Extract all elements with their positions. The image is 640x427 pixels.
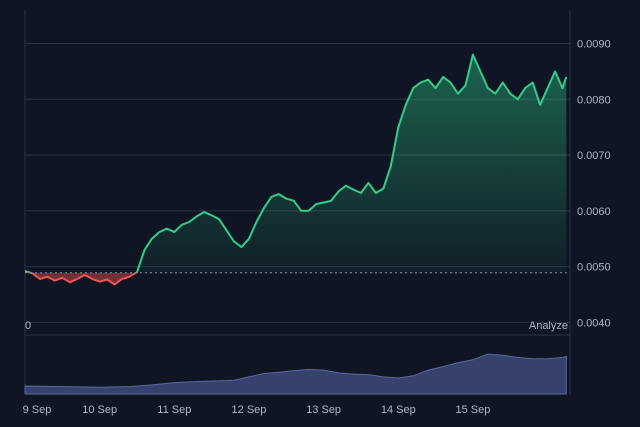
volume-histogram <box>24 353 567 395</box>
price-line-down <box>27 272 138 286</box>
price-tick-label: 0.0050 <box>577 262 611 274</box>
price-area <box>25 53 568 286</box>
volume-min-label: 0 <box>25 320 31 332</box>
volume-area <box>24 353 567 395</box>
price-fill-down <box>25 272 567 285</box>
time-tick-label: 11 Sep <box>157 404 191 416</box>
time-tick-label: 10 Sep <box>82 404 117 416</box>
price-tick-label: 0.0090 <box>577 38 611 50</box>
time-tick-label: 15 Sep <box>456 404 491 416</box>
price-axis: 0.0090 0.0080 0.0070 0.0060 0.0050 0.0040 <box>577 38 611 329</box>
price-tick-label: 0.0040 <box>577 317 611 329</box>
price-tick-label: 0.0070 <box>577 150 611 162</box>
time-tick-label: 14 Sep <box>381 404 416 416</box>
time-axis: 9 Sep 10 Sep 11 Sep 12 Sep 13 Sep 14 Sep 15 Se… <box>23 404 491 416</box>
analyze-label[interactable]: Analyze <box>529 320 568 332</box>
time-tick-label: 9 Sep <box>23 404 52 416</box>
price-tick-label: 0.0080 <box>577 94 611 106</box>
price-line-up <box>25 53 568 273</box>
time-tick-label: 13 Sep <box>306 404 341 416</box>
price-fill-up <box>25 54 567 273</box>
time-tick-label: 12 Sep <box>232 404 267 416</box>
price-tick-label: 0.0060 <box>577 206 611 218</box>
